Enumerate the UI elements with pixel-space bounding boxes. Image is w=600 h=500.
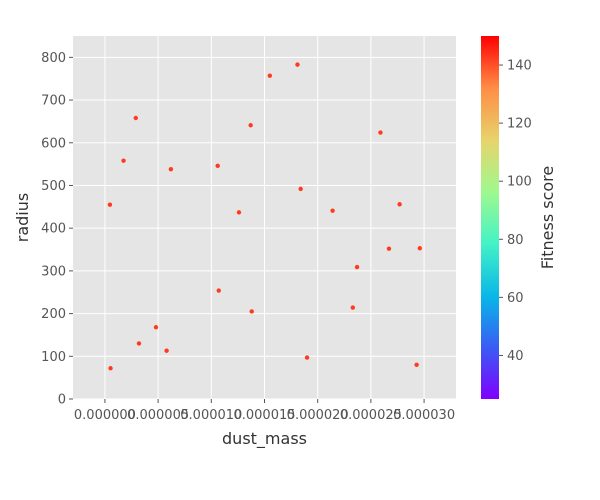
x-tick-label: 0.000005 [127,408,189,423]
data-point [216,288,221,293]
y-tick-label: 700 [41,94,66,109]
data-point [414,362,419,368]
colorbar-tick-label: 120 [507,117,532,132]
colorbar-tick-label: 100 [507,175,532,190]
x-tick-label: 0.000025 [340,408,402,423]
data-point [417,246,423,251]
y-tick-label: 200 [41,307,66,322]
y-tick-label: 800 [41,51,66,66]
y-tick-label: 600 [41,136,66,151]
y-tick-label: 100 [41,350,66,365]
data-point [168,167,174,172]
colorbar-tick-label: 140 [507,59,532,74]
x-tick-label: 0.000000 [74,408,136,423]
y-axis-title: radius [13,193,32,242]
data-point [215,163,220,169]
data-points [107,62,423,371]
data-point [354,264,360,270]
data-point [267,73,273,78]
data-point [386,246,392,251]
grid-lines [73,36,456,400]
data-point [298,186,303,192]
data-point [136,341,142,346]
data-point [236,210,242,215]
colorbar-tick-label: 40 [507,349,524,364]
x-tick-label: 0.000030 [393,408,455,423]
data-point [121,158,126,163]
data-point [350,305,356,310]
y-tick-label: 0 [58,393,66,408]
colorbar-ticks: 40 60 80 100 120 140 [499,59,532,364]
x-tick-label: 0.000010 [180,408,242,423]
y-tick-label: 500 [41,179,66,194]
data-point [248,123,253,128]
data-point [249,309,254,314]
data-point [304,355,310,360]
x-tick-label: 0.000015 [233,408,295,423]
colorbar [481,36,499,399]
y-tick-label: 400 [41,222,66,237]
colorbar-tick-label: 60 [507,291,524,306]
data-point [153,325,159,330]
data-point [164,348,169,353]
colorbar-tick-label: 80 [507,233,524,248]
data-point [107,202,113,207]
y-axis-ticks: 0 100 200 300 400 500 600 700 800 [41,51,73,408]
data-point [133,115,138,121]
data-point [330,208,335,213]
x-tick-label: 0.000020 [287,408,349,423]
x-axis-ticks: 0.0000000.0000050.0000100.0000150.000020… [74,399,455,423]
data-point [108,366,113,371]
data-point [397,202,402,207]
data-point [378,130,383,135]
x-axis-title: dust_mass [222,429,307,449]
y-tick-label: 300 [41,264,66,279]
data-point [295,62,300,67]
colorbar-title: Fitness score [538,166,557,270]
